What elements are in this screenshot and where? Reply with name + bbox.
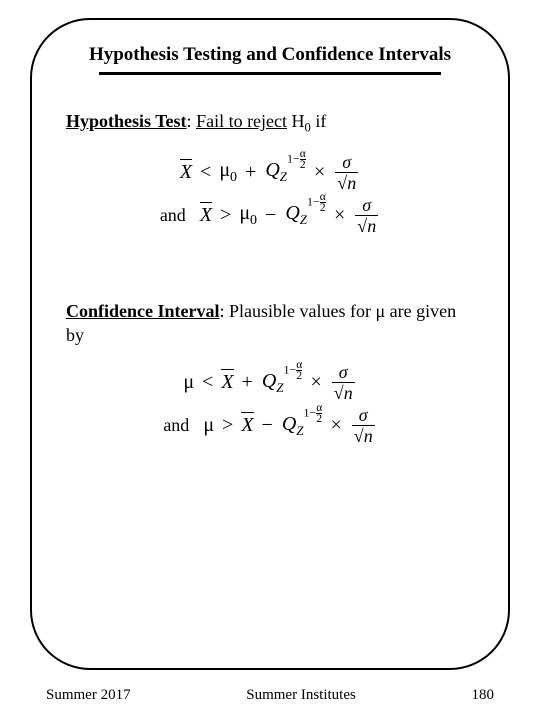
and-label: and [163, 415, 189, 436]
lt: < [196, 161, 215, 184]
minus: − [261, 204, 280, 227]
section1-if: if [311, 111, 327, 131]
plus: + [241, 161, 260, 184]
slide-footer: Summer 2017 Summer Institutes 180 [46, 687, 494, 704]
xbar: X [241, 414, 253, 437]
slide-frame: Hypothesis Testing and Confidence Interv… [30, 18, 510, 670]
formula1-line2: and X > μ0 − QZ 1−α2 × σ √n [160, 196, 380, 235]
section1-underlined: Fail to reject [196, 111, 287, 131]
mu: μ [203, 414, 214, 437]
and-label: and [160, 205, 186, 226]
footer-center: Summer Institutes [246, 687, 356, 704]
gt: > [218, 414, 237, 437]
xbar: X [200, 204, 212, 227]
Q-quantile: QZ 1−α2 [285, 202, 307, 228]
Q-quantile: QZ 1−α2 [262, 370, 284, 396]
sigma-over-rootn: σ √n [332, 363, 355, 402]
footer-right: 180 [471, 687, 494, 704]
times: × [327, 414, 346, 437]
confidence-interval-heading: Confidence Interval: Plausible values fo… [66, 299, 474, 348]
section2-lead: Confidence Interval [66, 301, 219, 321]
hypothesis-test-heading: Hypothesis Test: Fail to reject H0 if [66, 109, 474, 137]
section1-colon: : [187, 111, 197, 131]
formula1-line1: X < μ0 + QZ 1−α2 × σ √n [160, 153, 380, 192]
footer-left: Summer 2017 [46, 687, 131, 704]
times: × [307, 371, 326, 394]
section1-lead: Hypothesis Test [66, 111, 187, 131]
minus: − [258, 414, 277, 437]
lt: < [198, 371, 217, 394]
formula2-line2: and μ > X − QZ 1−α2 × σ √n [163, 406, 376, 445]
Q-quantile: QZ 1−α2 [265, 159, 287, 185]
plus: + [238, 371, 257, 394]
formula2-line1: μ < X + QZ 1−α2 × σ √n [163, 363, 376, 402]
mu: μ [183, 371, 194, 394]
title-rule [99, 72, 442, 75]
sigma-over-rootn: σ √n [352, 406, 375, 445]
sigma-over-rootn: σ √n [355, 196, 378, 235]
times: × [330, 204, 349, 227]
sigma-over-rootn: σ √n [335, 153, 358, 192]
xbar: X [221, 371, 233, 394]
Q-quantile: QZ 1−α2 [282, 413, 304, 439]
mu0: μ0 [239, 202, 257, 229]
times: × [310, 161, 329, 184]
slide-title: Hypothesis Testing and Confidence Interv… [66, 44, 474, 66]
xbar: X [180, 161, 192, 184]
formula-hypothesis: X < μ0 + QZ 1−α2 × σ √n and X > μ0 [66, 149, 474, 239]
mu0: μ0 [219, 159, 237, 186]
section1-H: H [287, 111, 305, 131]
formula-confidence: μ < X + QZ 1−α2 × σ √n and μ > X [66, 359, 474, 449]
gt: > [216, 204, 235, 227]
